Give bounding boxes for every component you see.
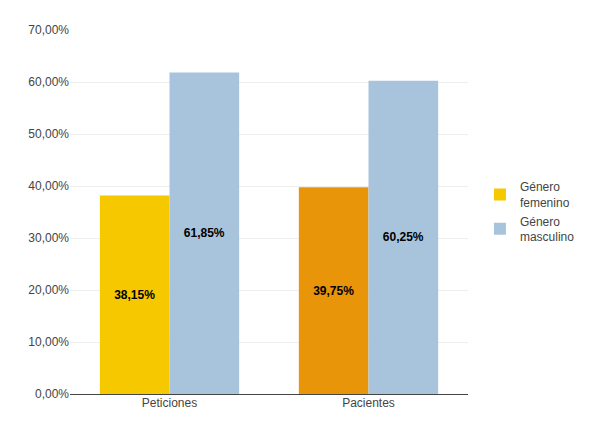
svg-text:20,00%: 20,00% [28, 283, 69, 297]
svg-text:0,00%: 0,00% [35, 387, 69, 401]
svg-text:Pacientes: Pacientes [342, 396, 395, 410]
svg-text:61,85%: 61,85% [184, 226, 225, 240]
svg-text:50,00%: 50,00% [28, 127, 69, 141]
svg-text:30,00%: 30,00% [28, 231, 69, 245]
svg-text:Génerofemenino: Génerofemenino [520, 180, 570, 210]
svg-text:38,15%: 38,15% [114, 288, 155, 302]
svg-text:Peticiones: Peticiones [142, 396, 197, 410]
svg-text:60,25%: 60,25% [383, 230, 424, 244]
svg-text:60,00%: 60,00% [28, 75, 69, 89]
svg-text:10,00%: 10,00% [28, 335, 69, 349]
svg-text:39,75%: 39,75% [313, 284, 354, 298]
svg-text:70,00%: 70,00% [28, 23, 69, 37]
svg-text:Géneromasculino: Géneromasculino [520, 215, 574, 245]
svg-text:40,00%: 40,00% [28, 179, 69, 193]
